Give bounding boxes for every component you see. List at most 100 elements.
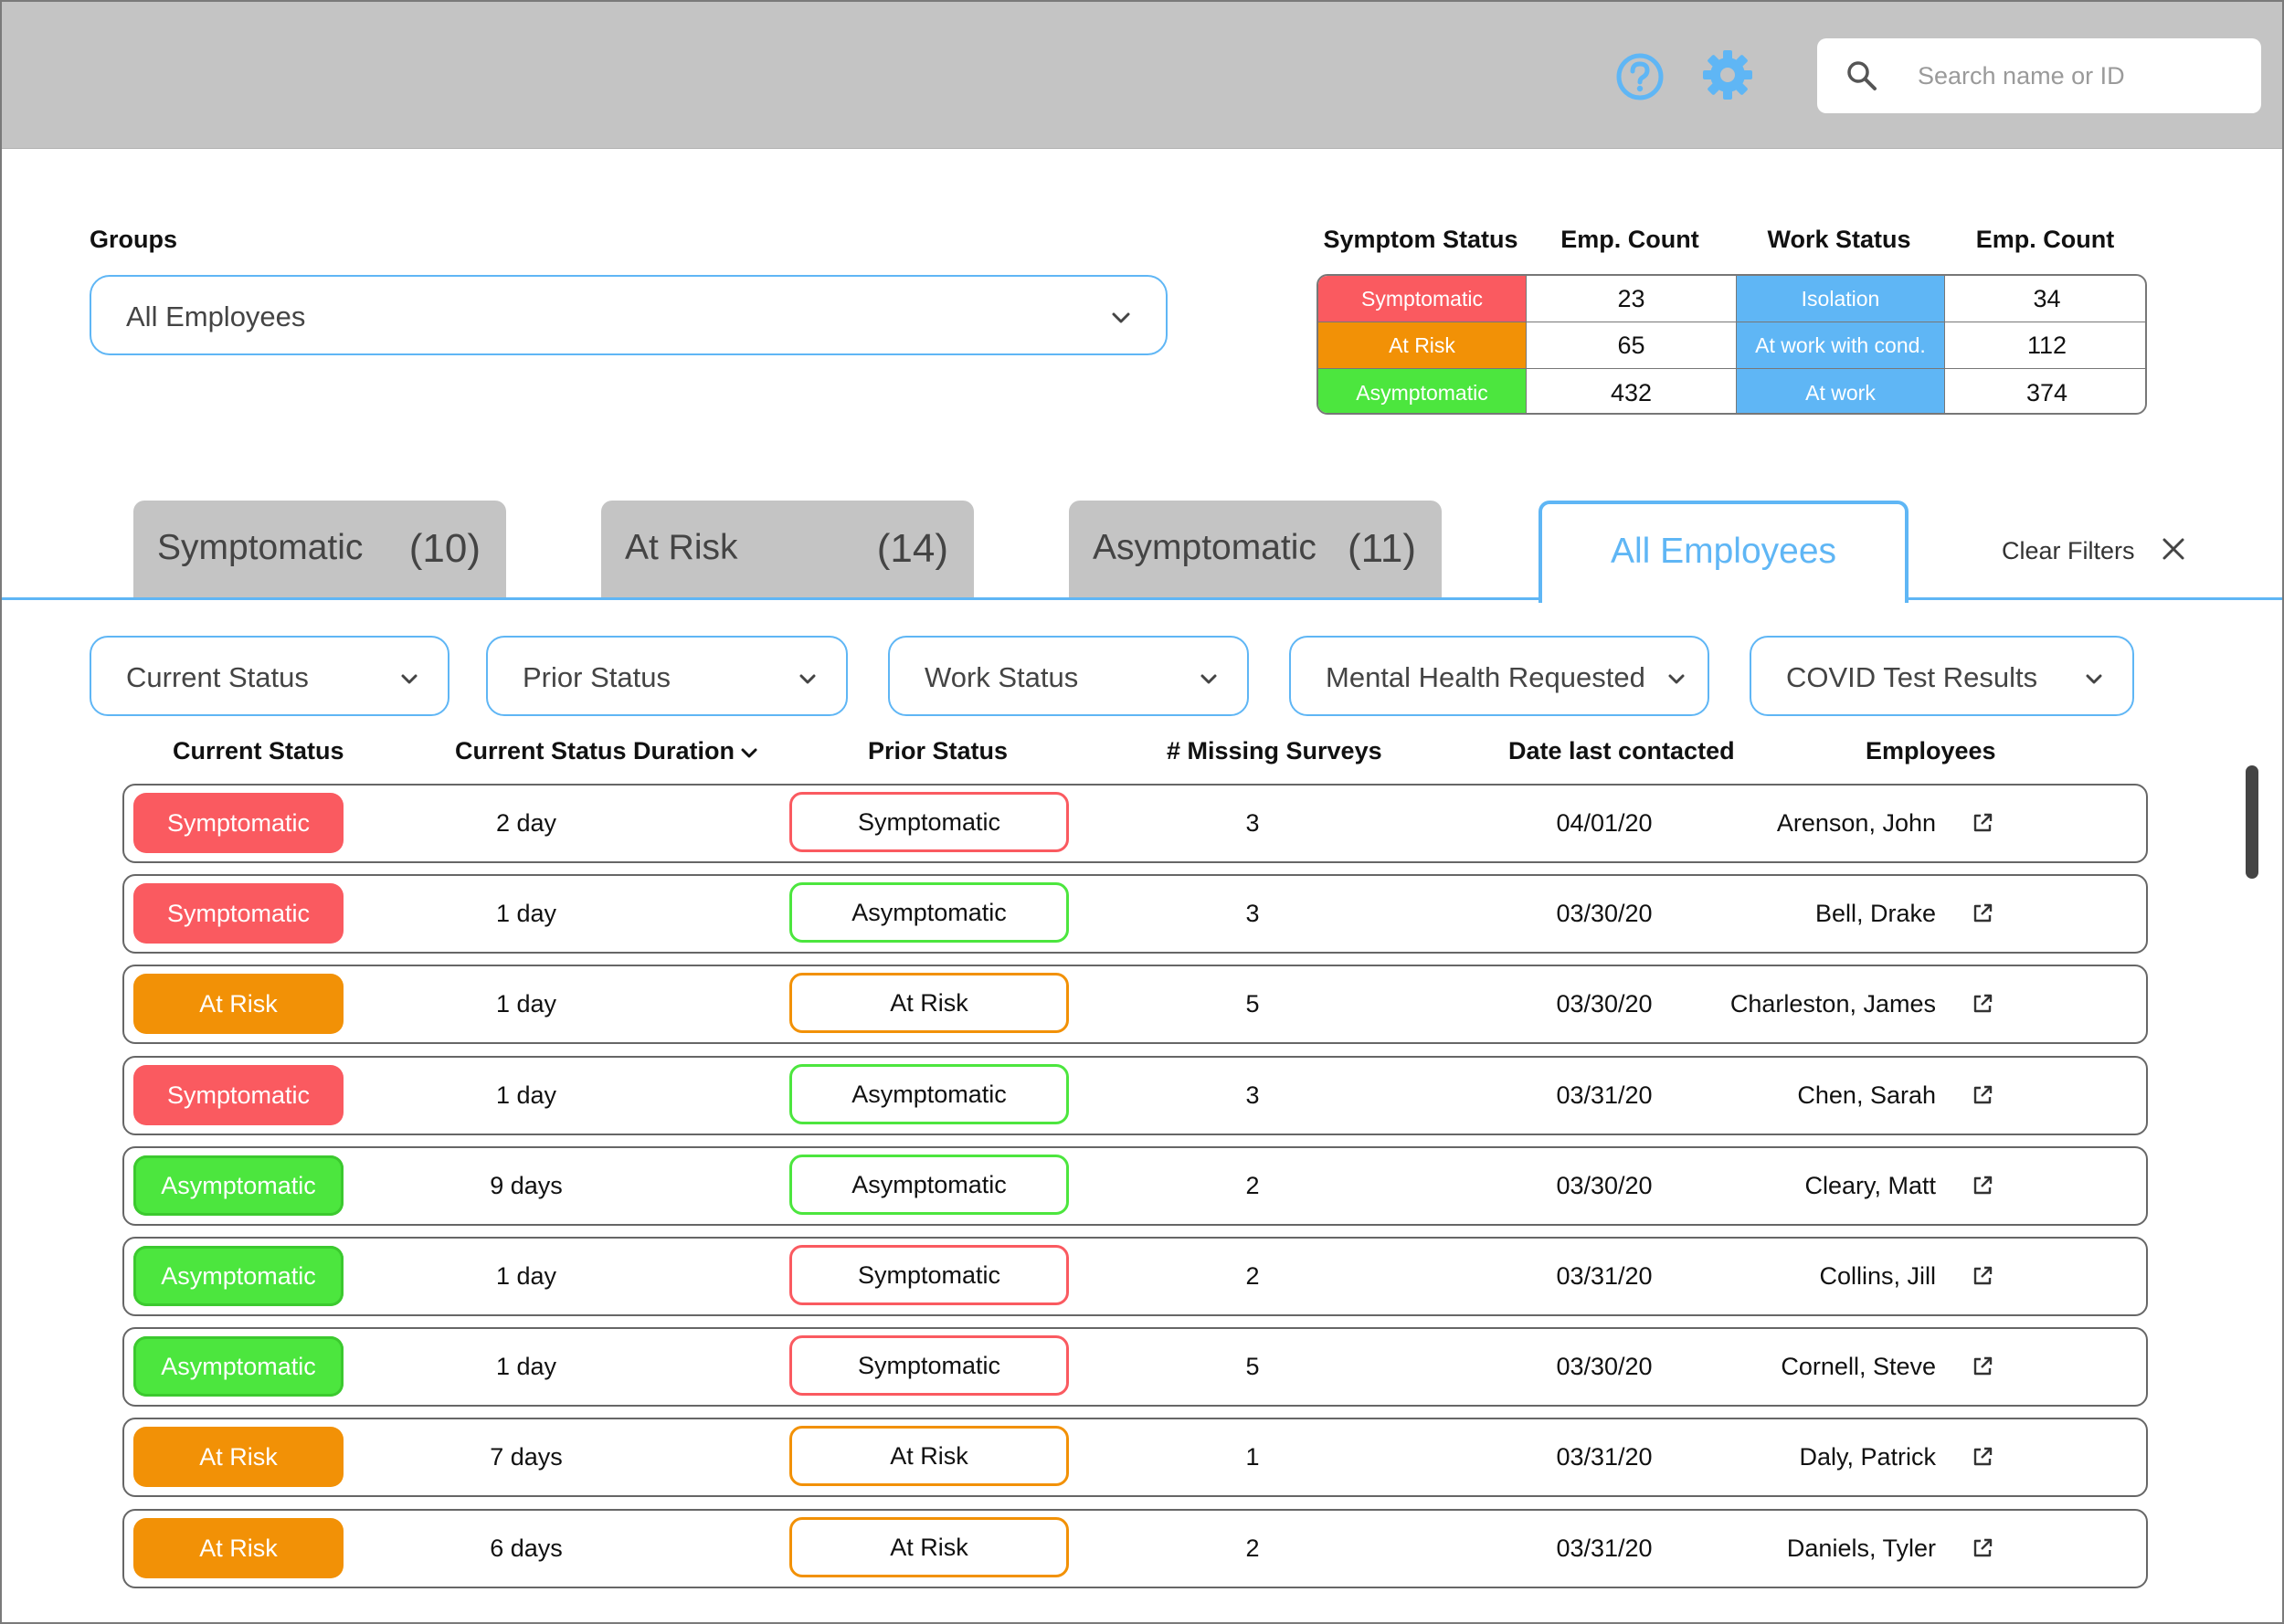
column-header-current-status[interactable]: Current Status: [173, 737, 344, 765]
employee-name: Bell, Drake: [1814, 900, 1936, 927]
date-last-contacted: 03/30/20: [1556, 1353, 1653, 1380]
status-duration: 1 day: [495, 1353, 557, 1380]
groups-selected-value: All Employees: [126, 301, 306, 332]
table-row[interactable]: Asymptomatic 1 day Symptomatic 2 03/31/20 Col…: [122, 1237, 2148, 1316]
column-header-status-duration[interactable]: Current Status Duration: [455, 737, 758, 765]
column-header-label: Current Status Duration: [455, 737, 735, 765]
current-status-badge: Symptomatic: [133, 1065, 344, 1125]
column-header-missing-surveys[interactable]: # Missing Surveys: [1167, 737, 1382, 765]
filter-mental-health-requested[interactable]: Mental Health Requested: [1289, 636, 1709, 716]
tab-label: At Risk: [625, 528, 738, 567]
search-box[interactable]: [1817, 38, 2261, 113]
employee-name: Charleston, James: [1729, 990, 1936, 1018]
date-last-contacted: 03/31/20: [1556, 1262, 1653, 1290]
table-row[interactable]: At Risk 6 days At Risk 2 03/31/20 Daniels, Ty…: [122, 1509, 2148, 1588]
table-row[interactable]: Asymptomatic 1 day Symptomatic 5 03/30/20 Cor…: [122, 1327, 2148, 1407]
tab-symptomatic[interactable]: Symptomatic (10): [133, 501, 506, 599]
prior-status-badge: At Risk: [789, 973, 1069, 1033]
table-row[interactable]: Symptomatic 1 day Asymptomatic 3 03/31/20 Che…: [122, 1056, 2148, 1135]
current-status-badge: Symptomatic: [133, 883, 344, 944]
open-external-icon[interactable]: [1972, 902, 1993, 924]
current-status-badge: At Risk: [133, 1427, 344, 1487]
tab-asymptomatic[interactable]: Asymptomatic (11): [1069, 501, 1442, 599]
work-count-cell: 34: [1945, 276, 2145, 322]
tab-all-employees[interactable]: All Employees: [1539, 501, 1909, 603]
open-external-icon[interactable]: [1972, 1355, 1993, 1377]
symptom-status-cell: At Risk: [1318, 322, 1527, 369]
employee-name: Collins, Jill: [1819, 1262, 1936, 1290]
clear-filters-link[interactable]: Clear Filters: [2002, 537, 2135, 564]
open-external-icon[interactable]: [1972, 812, 1993, 834]
table-row[interactable]: At Risk 1 day At Risk 5 03/30/20 Charleston, …: [122, 965, 2148, 1044]
status-duration: 9 days: [490, 1172, 563, 1199]
chevron-down-icon: [401, 674, 418, 684]
search-input[interactable]: [1918, 51, 2247, 100]
open-external-icon[interactable]: [1972, 1175, 1993, 1197]
symptom-count-cell: 432: [1527, 369, 1737, 413]
symptom-status-cell: Asymptomatic: [1318, 369, 1527, 413]
missing-surveys-count: 5: [1245, 990, 1260, 1018]
column-header-prior-status[interactable]: Prior Status: [868, 737, 1009, 765]
table-row[interactable]: Symptomatic 2 day Symptomatic 3 04/01/20 Aren…: [122, 784, 2148, 863]
filter-covid-test-results[interactable]: COVID Test Results: [1750, 636, 2134, 716]
table-row[interactable]: Asymptomatic 9 days Asymptomatic 2 03/30/20 C…: [122, 1146, 2148, 1226]
summary-header-work-status: Work Status: [1767, 226, 1911, 253]
chevron-down-icon: [1112, 312, 1130, 323]
column-header-date-last-contacted[interactable]: Date last contacted: [1508, 737, 1735, 765]
groups-dropdown[interactable]: All Employees: [90, 275, 1168, 355]
tab-at-risk[interactable]: At Risk (14): [601, 501, 974, 599]
employee-name: Daniels, Tyler: [1786, 1534, 1936, 1562]
missing-surveys-count: 3: [1245, 1081, 1260, 1109]
current-status-badge: Asymptomatic: [133, 1336, 344, 1397]
gear-icon[interactable]: [1701, 48, 1754, 101]
date-last-contacted: 03/30/20: [1556, 990, 1653, 1018]
chevron-down-icon: [1668, 674, 1685, 684]
prior-status-badge: At Risk: [789, 1517, 1069, 1577]
work-status-cell: At work with cond.: [1737, 322, 1945, 369]
open-external-icon[interactable]: [1972, 1446, 1993, 1468]
status-duration: 7 days: [490, 1443, 563, 1471]
scrollbar-thumb[interactable]: [2246, 765, 2258, 879]
filter-work-status[interactable]: Work Status: [888, 636, 1249, 716]
missing-surveys-count: 2: [1245, 1534, 1260, 1562]
summary-header-emp-count-work: Emp. Count: [1975, 226, 2115, 253]
tab-count: (14): [876, 526, 948, 571]
missing-surveys-count: 2: [1245, 1262, 1260, 1290]
prior-status-badge: Symptomatic: [789, 1335, 1069, 1396]
employee-name: Cornell, Steve: [1781, 1353, 1936, 1380]
column-header-employees[interactable]: Employees: [1866, 737, 1996, 765]
help-icon[interactable]: [1615, 52, 1665, 101]
status-duration: 1 day: [495, 1262, 557, 1290]
filter-current-status[interactable]: Current Status: [90, 636, 449, 716]
tab-label: All Employees: [1610, 532, 1837, 571]
symptom-count-cell: 23: [1527, 276, 1737, 322]
sort-chevron-icon: [741, 748, 757, 758]
date-last-contacted: 03/31/20: [1556, 1081, 1653, 1109]
open-external-icon[interactable]: [1972, 1084, 1993, 1106]
table-row[interactable]: At Risk 7 days At Risk 1 03/31/20 Daly, Patri…: [122, 1418, 2148, 1497]
summary-header-symptom-status: Symptom Status: [1323, 226, 1518, 253]
filter-prior-status[interactable]: Prior Status: [486, 636, 848, 716]
date-last-contacted: 03/31/20: [1556, 1534, 1653, 1562]
open-external-icon[interactable]: [1972, 1265, 1993, 1287]
tab-underline: [2, 597, 2282, 600]
open-external-icon[interactable]: [1972, 993, 1993, 1015]
date-last-contacted: 04/01/20: [1556, 809, 1653, 837]
open-external-icon[interactable]: [1972, 1537, 1993, 1559]
top-bar: [2, 2, 2282, 149]
tab-count: (10): [408, 526, 481, 571]
current-status-badge: Asymptomatic: [133, 1246, 344, 1306]
filter-label: Work Status: [925, 661, 1079, 693]
prior-status-badge: Symptomatic: [789, 1245, 1069, 1305]
prior-status-badge: Asymptomatic: [789, 1155, 1069, 1215]
table-row[interactable]: Symptomatic 1 day Asymptomatic 3 03/30/20 Bel…: [122, 874, 2148, 954]
prior-status-badge: At Risk: [789, 1426, 1069, 1486]
symptom-count-cell: 65: [1527, 322, 1737, 369]
close-icon[interactable]: [2160, 535, 2187, 563]
chevron-down-icon: [1200, 674, 1217, 684]
employee-name: Daly, Patrick: [1799, 1443, 1936, 1471]
status-duration: 1 day: [495, 900, 557, 927]
current-status-badge: At Risk: [133, 974, 344, 1034]
missing-surveys-count: 2: [1245, 1172, 1260, 1199]
